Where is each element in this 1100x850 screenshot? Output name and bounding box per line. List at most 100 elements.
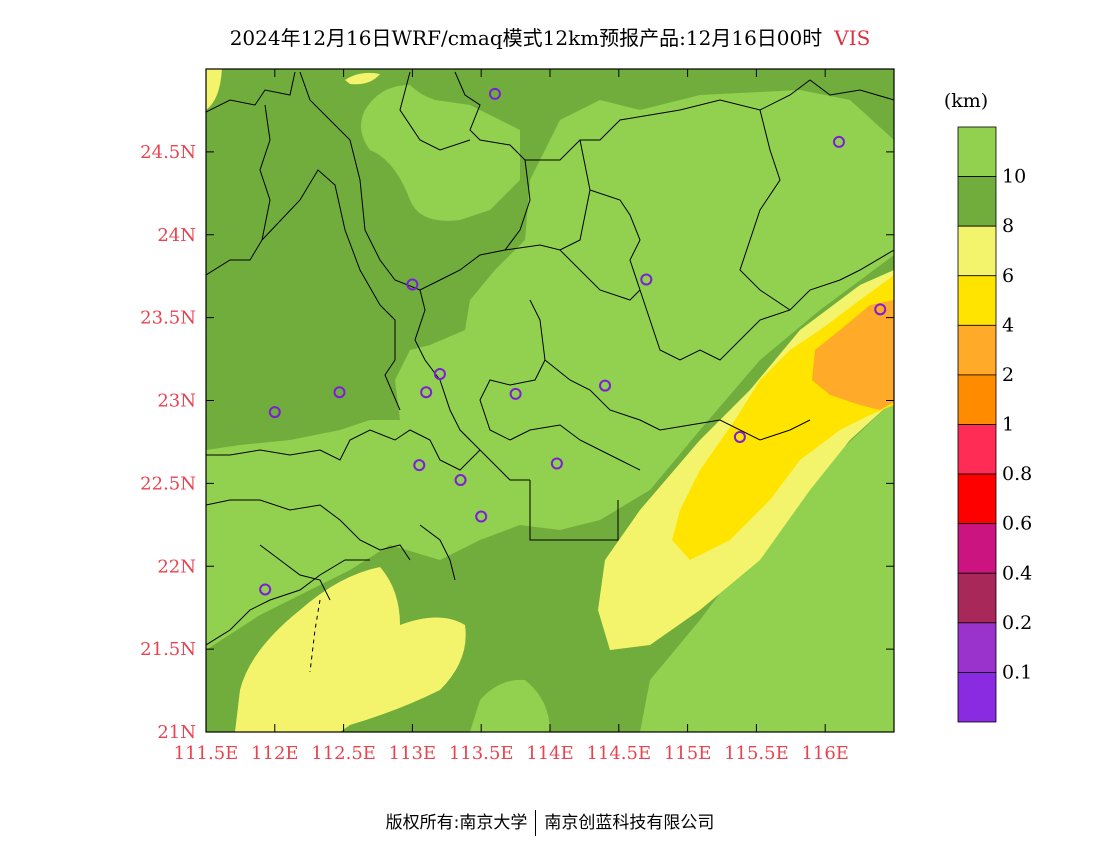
station-markers	[259, 87, 887, 596]
legend-swatch	[957, 622, 997, 673]
legend-swatch	[957, 473, 997, 525]
station-marker	[874, 303, 887, 316]
station-marker	[475, 510, 488, 523]
footer: 版权所有:南京大学 南京创蓝科技有限公司	[0, 808, 1100, 836]
station-marker	[406, 278, 419, 291]
footer-separator	[535, 810, 537, 836]
lat-tick-label: 22N	[157, 556, 196, 577]
variable-label: VIS	[834, 26, 871, 50]
field-vis-6-8-top	[345, 72, 380, 85]
legend-label: 0.1	[1002, 661, 1032, 683]
lon-tick-label: 111.5E	[174, 743, 239, 764]
lat-tick-label: 24.5N	[140, 142, 196, 163]
boundary-line	[299, 71, 531, 291]
field-vis-gt10-southpatch	[470, 679, 550, 732]
boundary-line	[544, 359, 811, 441]
boundary-line	[261, 169, 401, 411]
lon-tick-label: 114E	[526, 743, 574, 764]
station-marker	[268, 406, 281, 419]
station-marker	[333, 386, 346, 399]
lon-tick-label: 116E	[801, 743, 849, 764]
copyright-text: 版权所有:南京大学	[385, 813, 528, 833]
boundary-line	[504, 139, 591, 251]
station-marker	[832, 135, 845, 148]
lat-tick-label: 24N	[157, 225, 196, 246]
company-text: 南京创蓝科技有限公司	[544, 813, 715, 833]
legend-swatch	[957, 126, 997, 177]
lat-tick-label: 21N	[157, 722, 196, 743]
legend-unit: (km)	[944, 90, 988, 112]
station-marker	[550, 457, 563, 470]
station-marker	[259, 583, 272, 596]
legend-swatch	[957, 374, 997, 425]
field-vis-8-10-north	[206, 69, 894, 450]
lon-tick-label: 113E	[389, 743, 437, 764]
legend-label: 0.2	[1002, 612, 1032, 634]
station-marker	[433, 367, 446, 380]
boundary-line	[589, 189, 894, 361]
boundary-line	[509, 424, 641, 471]
lat-tick-label: 23.5N	[140, 308, 196, 329]
boundary-line	[206, 104, 271, 276]
legend-label: 2	[1002, 364, 1014, 386]
legend-swatch	[957, 523, 997, 574]
lat-tick-label: 22.5N	[140, 473, 196, 494]
legend-swatch	[957, 324, 997, 376]
legend-swatch	[957, 225, 997, 277]
lat-tick-label: 21.5N	[140, 639, 196, 660]
title-text: 2024年12月16日WRF/cmaq模式12km预报产品:12月16日00时	[229, 26, 823, 50]
legend-label: 10	[1002, 166, 1026, 188]
legend-label: 0.6	[1002, 513, 1032, 535]
boundary-line	[399, 71, 471, 151]
legend-swatch	[957, 672, 997, 723]
legend-swatch	[957, 275, 997, 326]
station-marker	[413, 459, 426, 472]
boundary-line	[529, 480, 619, 541]
boundary-line	[414, 289, 471, 441]
boundary-line	[479, 299, 546, 441]
lat-tick-label: 23N	[157, 391, 196, 412]
visibility-field	[206, 69, 894, 732]
boundary-line	[459, 429, 530, 481]
boundary-line	[206, 71, 296, 113]
field-vis-6-8-corner	[206, 69, 222, 110]
boundary-line	[525, 79, 894, 161]
station-marker	[454, 474, 467, 487]
field-vis-6-8-west	[235, 567, 466, 732]
lon-tick-label: 112.5E	[311, 743, 376, 764]
legend-swatch	[957, 176, 997, 227]
field-vis-gt10-southeast	[640, 400, 894, 732]
boundary-line	[206, 559, 370, 646]
lon-tick-label: 114.5E	[586, 743, 651, 764]
station-marker	[509, 387, 522, 400]
boundary-line	[739, 109, 791, 311]
legend-swatch	[957, 424, 997, 475]
boundary-line	[419, 524, 456, 581]
map-title: 2024年12月16日WRF/cmaq模式12km预报产品:12月16日00时 V…	[0, 22, 1100, 51]
axis-labels: 111.5E 112E 112.5E 113E 113.5E 114E 114.5E 115E…	[140, 142, 849, 764]
lon-tick-label: 115.5E	[724, 743, 789, 764]
station-marker	[640, 273, 653, 286]
legend-label: 1	[1002, 414, 1014, 436]
field-vis-gt10-pocket	[361, 85, 520, 221]
boundary-lines	[206, 71, 894, 673]
station-marker	[420, 386, 433, 399]
lon-tick-label: 115E	[664, 743, 712, 764]
lon-tick-label: 113.5E	[449, 743, 514, 764]
legend-label: 0.4	[1002, 562, 1032, 584]
legend-label: 8	[1002, 215, 1014, 237]
lon-tick-label: 112E	[251, 743, 299, 764]
boundary-line	[309, 599, 321, 673]
station-marker	[599, 379, 612, 392]
field-vis-2-4	[812, 300, 894, 410]
boundary-line	[259, 544, 331, 601]
legend-swatch	[957, 572, 997, 624]
boundary-line	[206, 429, 481, 471]
legend-label: 0.8	[1002, 463, 1032, 485]
boundary-line	[559, 249, 641, 301]
station-marker	[488, 87, 501, 100]
station-marker	[733, 430, 746, 443]
color-legend: 10 8 6 4 2 1 0.8 0.6 0.4 0.2 0.1	[957, 126, 1032, 723]
boundary-line	[206, 499, 411, 561]
